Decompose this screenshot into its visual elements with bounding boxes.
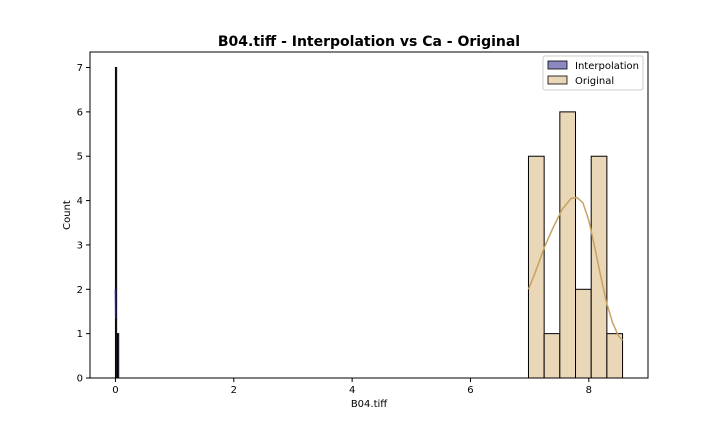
chart-title: B04.tiff - Interpolation vs Ca - Origina… <box>218 34 520 50</box>
plot-frame <box>89 51 649 379</box>
legend-label-interpolation: Interpolation <box>575 61 639 72</box>
legend-swatch-original <box>547 75 568 85</box>
bar-interpolation-0 <box>114 67 118 379</box>
y-tick-label: 1 <box>77 329 83 340</box>
legend-label-original: Original <box>575 76 614 87</box>
y-tick-label: 2 <box>77 285 83 296</box>
bar-original-3 <box>575 288 592 379</box>
x-tick-label: 0 <box>112 385 118 396</box>
bar-original-1 <box>543 333 561 379</box>
y-axis-ticks: 0 1 2 3 4 5 6 7 <box>77 63 90 385</box>
legend-box <box>542 55 644 91</box>
bar-interpolation-1 <box>117 333 120 379</box>
x-tick-label: 8 <box>586 385 592 396</box>
y-tick-label: 7 <box>77 63 83 74</box>
kde-layer <box>114 196 624 341</box>
y-tick-label: 0 <box>77 374 83 385</box>
bar-original-0 <box>527 155 545 379</box>
y-tick-label: 3 <box>77 240 83 251</box>
bar-original-5 <box>606 333 624 379</box>
x-tick-label: 2 <box>231 385 237 396</box>
x-tick-label: 4 <box>349 385 355 396</box>
x-axis-label: B04.tiff <box>351 399 388 410</box>
x-tick-label: 6 <box>467 385 473 396</box>
y-axis-label: Count <box>62 200 73 230</box>
y-tick-label: 6 <box>77 107 83 118</box>
x-axis-ticks: 0 2 4 6 8 <box>112 378 592 396</box>
legend: Interpolation Original <box>542 55 644 91</box>
y-tick-label: 4 <box>77 196 83 207</box>
y-tick-label: 5 <box>77 152 83 163</box>
bars-layer <box>114 67 624 379</box>
legend-swatch-interpolation <box>547 60 568 70</box>
kde-line-original <box>527 196 624 341</box>
bar-original-2 <box>559 111 577 379</box>
